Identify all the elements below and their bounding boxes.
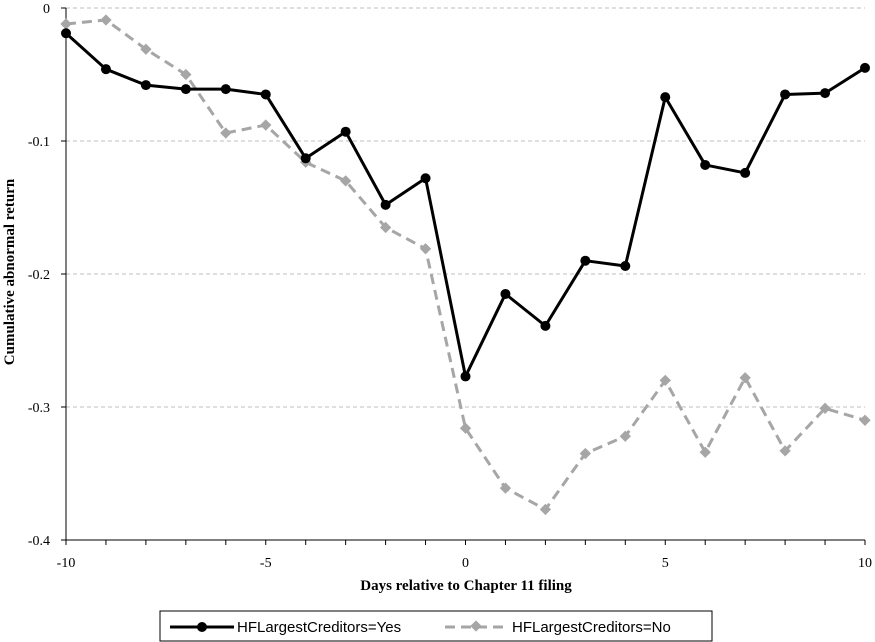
data-point bbox=[100, 14, 112, 26]
data-point bbox=[459, 422, 472, 434]
data-point bbox=[539, 503, 552, 516]
data-point bbox=[619, 430, 631, 442]
series-yes bbox=[61, 28, 870, 382]
data-point bbox=[379, 221, 392, 234]
data-point bbox=[580, 255, 591, 266]
legend: HFLargestCreditors=Yes HFLargestCreditor… bbox=[159, 610, 713, 642]
x-axis-title: Days relative to Chapter 11 filing bbox=[360, 578, 572, 594]
x-tick-label: -5 bbox=[260, 556, 272, 571]
axes bbox=[61, 7, 866, 545]
data-point bbox=[420, 173, 431, 184]
data-point bbox=[140, 43, 152, 55]
data-point bbox=[260, 89, 271, 100]
data-point bbox=[460, 371, 471, 382]
x-tick-labels: -10 -5 0 5 10 bbox=[57, 556, 872, 571]
legend-label-yes: HFLargestCreditors=Yes bbox=[237, 619, 401, 636]
data-point bbox=[380, 199, 391, 210]
data-point bbox=[820, 88, 831, 99]
data-point bbox=[60, 18, 72, 30]
data-point bbox=[339, 175, 352, 187]
data-point bbox=[700, 159, 711, 170]
legend-box bbox=[159, 610, 713, 642]
data-point bbox=[100, 64, 111, 75]
series-layer bbox=[60, 14, 871, 516]
x-tick-label: -10 bbox=[57, 556, 76, 571]
y-tick-label: -0.4 bbox=[28, 534, 50, 549]
legend-item-no: HFLargestCreditors=No bbox=[445, 619, 671, 636]
data-point bbox=[180, 84, 191, 95]
x-tick-label: 10 bbox=[858, 556, 872, 571]
x-tick-label: 5 bbox=[662, 556, 669, 571]
data-point bbox=[220, 84, 231, 95]
data-point bbox=[61, 28, 71, 39]
y-tick-label: -0.1 bbox=[28, 135, 50, 150]
data-point bbox=[819, 402, 831, 414]
data-point bbox=[140, 80, 151, 91]
legend-item-yes: HFLargestCreditors=Yes bbox=[170, 619, 401, 636]
data-point bbox=[660, 92, 671, 103]
data-point bbox=[300, 153, 311, 164]
data-point bbox=[780, 89, 791, 100]
series-line bbox=[65, 18, 866, 511]
data-point bbox=[499, 482, 512, 494]
grid-lines bbox=[66, 7, 865, 408]
data-point bbox=[779, 445, 791, 457]
data-point bbox=[340, 126, 351, 137]
data-point bbox=[260, 119, 272, 131]
data-point bbox=[579, 447, 592, 460]
data-point bbox=[540, 320, 551, 331]
data-point bbox=[860, 62, 870, 73]
legend-marker-no bbox=[470, 620, 482, 632]
legend-marker-yes bbox=[197, 622, 207, 632]
data-point bbox=[500, 288, 511, 299]
y-tick-labels: 0 -0.1 -0.2 -0.3 -0.4 bbox=[28, 2, 50, 549]
data-point bbox=[620, 261, 631, 272]
legend-label-no: HFLargestCreditors=No bbox=[512, 619, 671, 636]
data-point bbox=[419, 243, 432, 255]
y-tick-label: -0.2 bbox=[28, 268, 50, 283]
x-tick-label: 0 bbox=[462, 556, 469, 571]
data-point bbox=[699, 446, 711, 458]
data-point bbox=[659, 374, 671, 387]
data-point bbox=[859, 414, 871, 426]
data-point bbox=[740, 167, 751, 178]
data-point bbox=[739, 372, 751, 384]
y-tick-label: 0 bbox=[43, 2, 50, 17]
y-axis-title: Cumulative abnormal return bbox=[2, 178, 18, 365]
data-point bbox=[220, 127, 232, 139]
y-tick-label: -0.3 bbox=[28, 401, 50, 416]
